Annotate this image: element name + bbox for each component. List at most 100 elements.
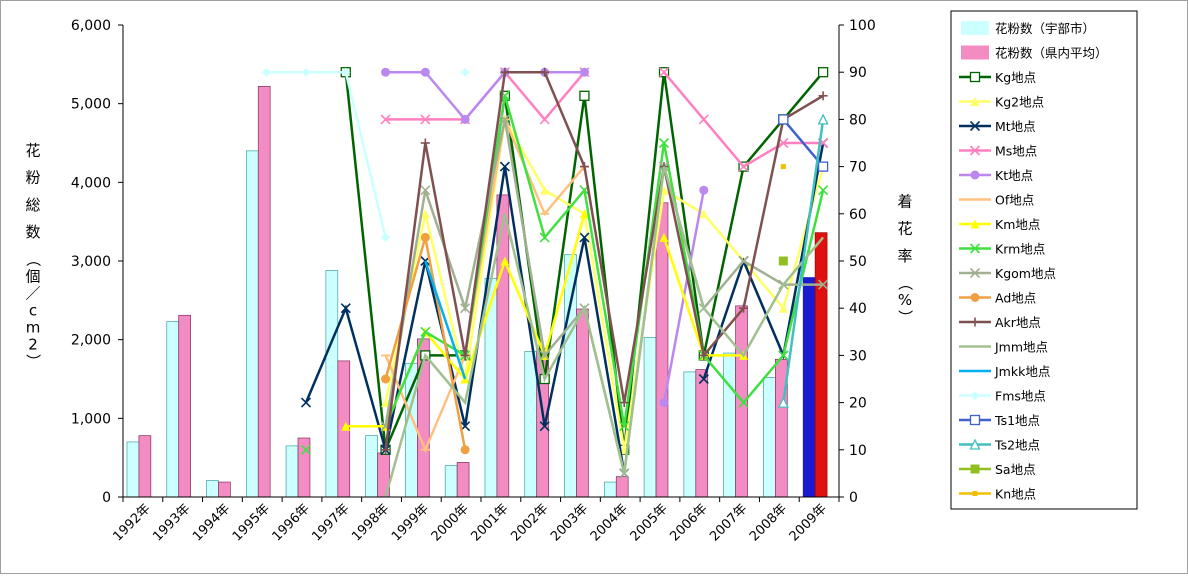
marker <box>499 161 510 172</box>
legend-label: Mt地点 <box>995 119 1036 134</box>
bar <box>603 481 617 498</box>
marker <box>778 114 789 125</box>
legend-label: Akr地点 <box>995 315 1041 330</box>
marker <box>579 67 589 77</box>
marker <box>738 397 749 408</box>
x-tick-label: 1995年 <box>230 501 273 544</box>
marker <box>699 185 709 195</box>
legend-label: Kn地点 <box>995 487 1036 502</box>
line-series <box>261 67 470 242</box>
bar <box>245 150 259 498</box>
series-line <box>702 142 825 380</box>
x-tick-label: 1997年 <box>309 501 352 544</box>
marker <box>381 398 391 408</box>
marker <box>972 491 978 496</box>
axis-title-char: ／ <box>25 284 40 302</box>
right-tick-label: 100 <box>849 18 876 34</box>
x-tick-label: 2007年 <box>707 501 750 544</box>
legend-label: Ad地点 <box>995 291 1036 306</box>
axis-title-char: 総 <box>25 196 40 214</box>
series-line <box>384 95 825 427</box>
marker <box>460 67 470 77</box>
bar <box>365 435 378 498</box>
legend-label: Of地点 <box>995 193 1034 208</box>
legend-label: Krm地点 <box>995 242 1045 257</box>
line-series <box>381 67 828 455</box>
marker <box>341 421 351 431</box>
x-tick-label: 2004年 <box>588 501 631 544</box>
marker <box>579 90 590 101</box>
marker <box>777 396 789 408</box>
marker <box>738 255 749 267</box>
marker <box>539 421 550 432</box>
legend-label: Fms地点 <box>995 389 1046 404</box>
right-tick-label: 20 <box>849 396 867 412</box>
marker <box>460 114 470 124</box>
marker <box>460 445 470 455</box>
marker <box>780 164 786 170</box>
legend-label: Kg2地点 <box>995 95 1044 110</box>
bar <box>206 480 219 498</box>
legend-label: Ts1地点 <box>994 413 1040 428</box>
marker <box>969 120 981 132</box>
marker <box>420 209 430 219</box>
bar <box>683 371 697 498</box>
marker <box>818 185 829 196</box>
marker <box>300 397 312 408</box>
line-series <box>424 260 467 380</box>
marker <box>778 350 789 361</box>
legend-label: Jmkk地点 <box>994 364 1050 379</box>
x-tick-label: 2001年 <box>469 501 512 544</box>
right-axis-title: 着花率 （%） <box>896 193 914 325</box>
series-line <box>663 71 824 169</box>
right-tick-label: 40 <box>849 301 867 317</box>
marker <box>261 67 271 77</box>
legend-label: Kg地点 <box>995 70 1036 85</box>
marker <box>420 326 431 337</box>
left-tick-label: 4,000 <box>71 175 111 191</box>
axis-title-char: 着 <box>897 193 912 211</box>
marker <box>698 114 709 125</box>
x-tick-label: 1993年 <box>150 501 193 544</box>
x-tick-label: 1998年 <box>349 501 392 544</box>
bar <box>126 441 140 498</box>
legend-box <box>950 10 1138 510</box>
legend-label: Sa地点 <box>995 462 1036 477</box>
legend-swatch <box>961 21 989 35</box>
marker <box>818 279 829 290</box>
marker <box>699 209 709 219</box>
left-tick-label: 0 <box>102 490 111 506</box>
marker <box>341 67 351 77</box>
bar <box>138 435 152 498</box>
marker <box>778 256 788 266</box>
line-series <box>777 113 829 408</box>
axis-title-char: 率 <box>897 247 912 265</box>
series-line <box>266 70 387 238</box>
bar <box>723 352 736 498</box>
bar <box>285 445 299 498</box>
x-tick-label: 2002年 <box>508 501 551 544</box>
marker <box>698 373 709 385</box>
bar <box>178 314 191 498</box>
legend-label: Jmm地点 <box>994 340 1048 355</box>
axis-title-char: 花 <box>25 142 40 160</box>
series-line <box>385 70 585 122</box>
series-line <box>384 70 824 450</box>
axis-title-char: 数 <box>25 223 40 241</box>
bar <box>576 308 589 498</box>
marker <box>969 71 981 83</box>
marker <box>970 464 980 474</box>
x-tick-label: 1994年 <box>190 501 233 544</box>
marker <box>778 303 788 313</box>
marker <box>420 185 431 196</box>
marker <box>970 293 980 302</box>
bar <box>166 321 180 498</box>
marker <box>619 421 630 432</box>
legend-label: Ms地点 <box>995 144 1037 159</box>
bar <box>456 462 470 498</box>
line-series <box>384 166 825 498</box>
bar <box>802 277 816 498</box>
marker <box>817 161 829 172</box>
marker <box>969 414 981 426</box>
